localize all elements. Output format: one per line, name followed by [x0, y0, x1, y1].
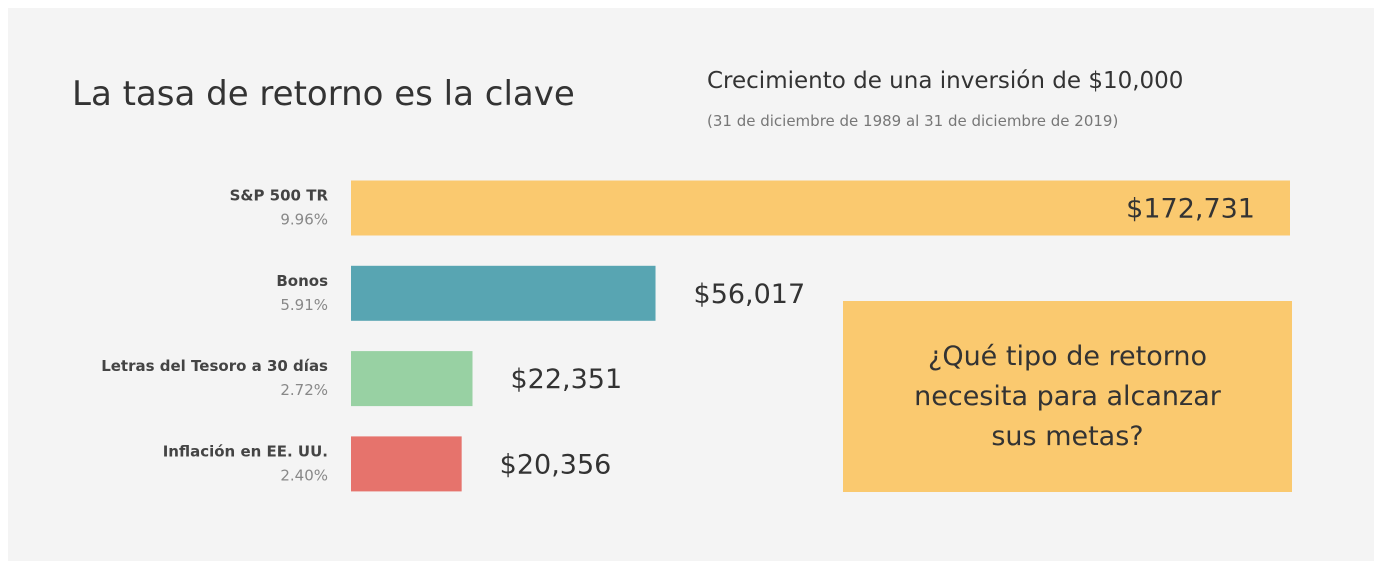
value-label: $22,351: [511, 364, 623, 395]
category-label: Bonos: [276, 272, 328, 290]
bar: [351, 351, 473, 407]
category-note: 5.91%: [280, 296, 328, 314]
chart-subtitle: Crecimiento de una inversión de $10,000: [707, 68, 1184, 94]
bar: [351, 436, 462, 492]
callout-box: ¿Qué tipo de retorno necesita para alcan…: [843, 301, 1292, 492]
value-label: $20,356: [500, 449, 612, 480]
category-label: S&P 500 TR: [230, 187, 329, 205]
chart-title: La tasa de retorno es la clave: [72, 74, 575, 114]
value-label: $56,017: [694, 279, 806, 310]
category-note: 9.96%: [280, 211, 328, 229]
callout-text: ¿Qué tipo de retorno necesita para alcan…: [914, 340, 1221, 452]
category-note: 2.40%: [280, 466, 328, 484]
category-label: Letras del Tesoro a 30 días: [101, 357, 328, 375]
category-note: 2.72%: [280, 381, 328, 399]
category-label: Inflación en EE. UU.: [163, 442, 328, 460]
bar: [351, 180, 1290, 236]
date-range: (31 de diciembre de 1989 al 31 de diciem…: [707, 112, 1119, 130]
value-label: $172,731: [1126, 194, 1255, 225]
bar: [351, 265, 656, 321]
